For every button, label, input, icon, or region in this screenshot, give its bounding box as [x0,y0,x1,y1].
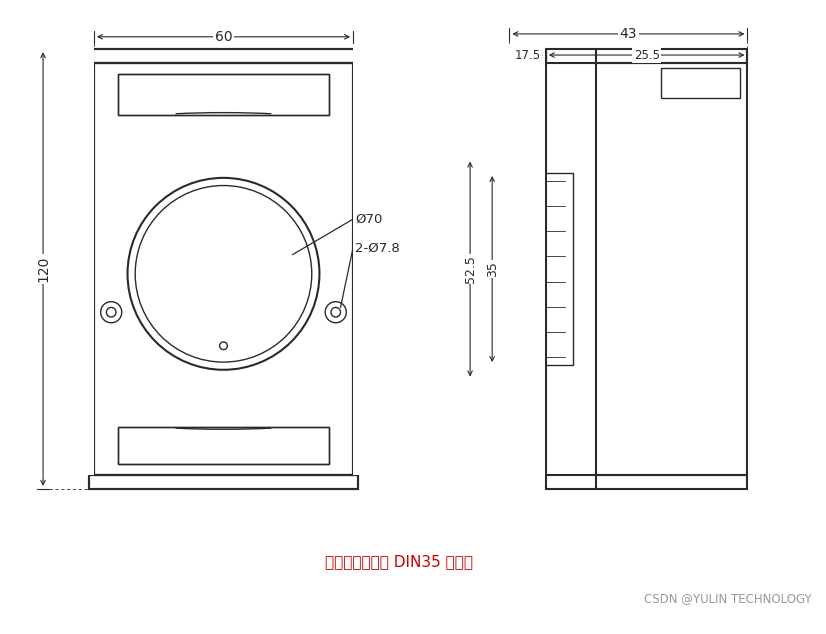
Bar [517,173,572,365]
Text: 2-Ø7.8: 2-Ø7.8 [355,242,400,254]
Bar [94,63,353,476]
Bar [118,74,329,115]
Bar [596,49,748,63]
Text: Ø70: Ø70 [355,212,382,226]
Bar [118,74,329,115]
Text: 120: 120 [36,256,50,282]
Bar [596,476,748,489]
Bar [94,63,353,476]
Text: 35: 35 [486,261,499,277]
Text: 60: 60 [215,30,232,44]
Text: 25.5: 25.5 [634,49,660,61]
Bar [596,63,748,476]
Bar [89,49,358,63]
Bar [118,427,329,464]
Bar [661,67,740,98]
Bar [2,44,94,476]
Text: 可以安装在标准 DIN35 导轨上: 可以安装在标准 DIN35 导轨上 [325,554,473,569]
Bar [353,44,545,476]
Bar [89,476,358,489]
Bar [89,49,358,63]
Bar [118,427,329,464]
Text: 17.5: 17.5 [515,49,541,61]
Text: CSDN @YULIN TECHNOLOGY: CSDN @YULIN TECHNOLOGY [644,592,812,605]
Bar [89,476,358,489]
Text: 52.5: 52.5 [463,255,477,283]
Text: 43: 43 [620,27,637,41]
